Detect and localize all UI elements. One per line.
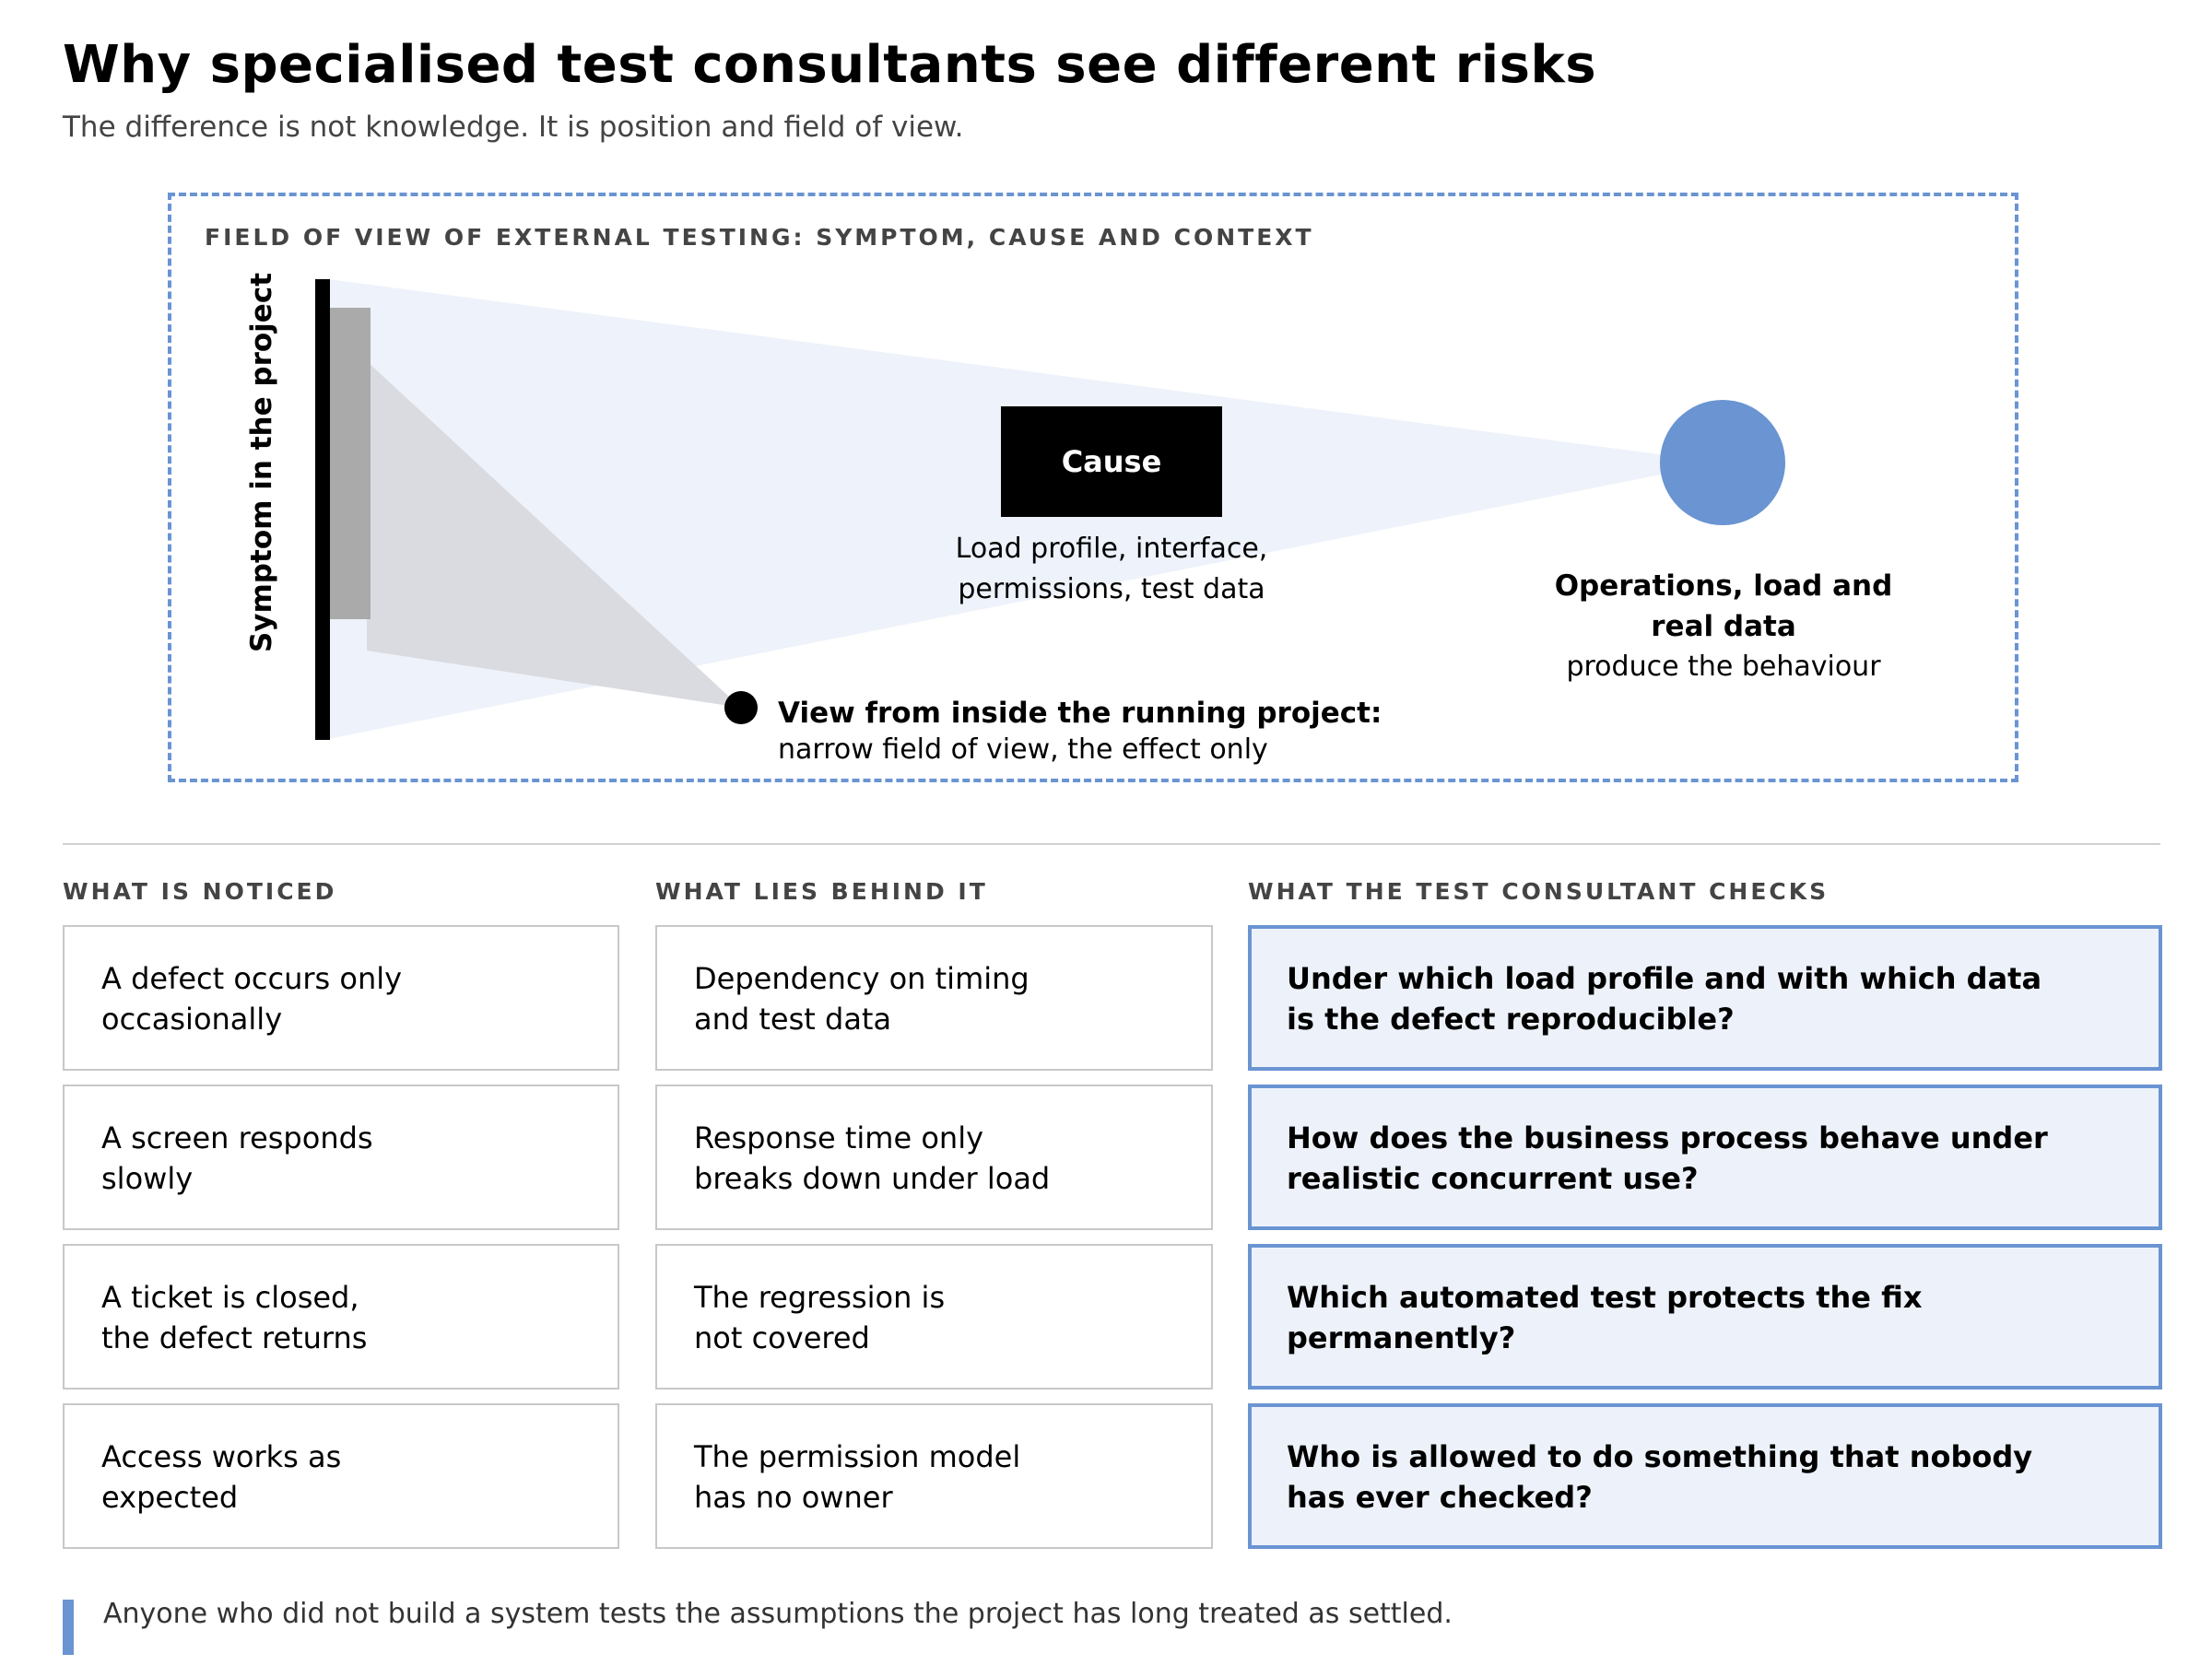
card-line: permanently? [1287,1320,1516,1355]
figure-label: FIELD OF VIEW OF EXTERNAL TESTING: SYMPT… [205,224,1314,251]
inner-symptom-panel [330,308,371,619]
card-line: Access works as [101,1439,342,1474]
card-line: is the defect reproducible? [1287,1002,1735,1037]
cause-box: Cause [1001,406,1222,517]
card-line: expected [101,1480,239,1515]
card-line: and test data [694,1002,892,1037]
footer-note: Anyone who did not build a system tests … [103,1598,1453,1630]
card-line: the defect returns [101,1320,368,1355]
behind-card: Dependency on timing and test data [655,925,1213,1071]
card-line: breaks down under load [694,1161,1051,1196]
narrow-view-cone [367,361,741,708]
card-line: Which automated test protects the fix [1287,1280,1923,1315]
symptom-label-text: Symptom in the project [245,272,278,653]
behind-card: Response time only breaks down under loa… [655,1085,1213,1230]
cause-description-line: permissions, test data [958,573,1265,605]
noticed-card: A screen responds slowly [63,1085,619,1230]
operations-title: Operations, load and real data [1521,566,1926,647]
noticed-card: A defect occurs only occasionally [63,925,619,1071]
section-divider [63,843,2160,845]
card-line: realistic concurrent use? [1287,1161,1699,1196]
card-line: A defect occurs only [101,961,403,996]
card-line: Dependency on timing [694,961,1030,996]
operations-node [1660,400,1785,525]
note-accent-bar [63,1600,74,1655]
card-line: The permission model [694,1439,1021,1474]
cause-description-line: Load profile, interface, [955,533,1268,565]
column-heading-checks: WHAT THE TEST CONSULTANT CHECKS [1248,878,1830,905]
card-line: has no owner [694,1480,893,1515]
page-subtitle: The difference is not knowledge. It is p… [63,111,964,144]
operations-description: produce the behaviour [1566,651,1881,683]
inside-view-title: View from inside the running project: [778,697,1382,730]
observer-dot [724,691,758,724]
operations-title-line: real data [1651,610,1796,643]
noticed-card: A ticket is closed, the defect returns [63,1244,619,1390]
card-line: A ticket is closed, [101,1280,359,1315]
page-title: Why specialised test consultants see dif… [63,35,1597,95]
card-line: A screen responds [101,1120,373,1155]
card-line: Under which load profile and with which … [1287,961,2042,996]
check-card: Who is allowed to do something that nobo… [1248,1403,2162,1549]
card-line: slowly [101,1161,194,1196]
check-card: Which automated test protects the fix pe… [1248,1244,2162,1390]
card-line: The regression is [694,1280,946,1315]
inside-view-description: narrow field of view, the effect only [778,733,1268,766]
behind-card: The regression is not covered [655,1244,1213,1390]
check-card: Under which load profile and with which … [1248,925,2162,1071]
column-heading-behind: WHAT LIES BEHIND IT [655,878,988,905]
check-card: How does the business process behave und… [1248,1085,2162,1230]
card-line: Who is allowed to do something that nobo… [1287,1439,2033,1474]
field-of-view-figure [168,193,2018,782]
behind-card: The permission model has no owner [655,1403,1213,1549]
card-line: has ever checked? [1287,1480,1593,1515]
column-heading-noticed: WHAT IS NOTICED [63,878,337,905]
symptom-bar [315,279,330,740]
card-line: not covered [694,1320,870,1355]
card-line: How does the business process behave und… [1287,1120,2048,1155]
card-line: occasionally [101,1002,283,1037]
cause-description: Load profile, interface, permissions, te… [922,529,1301,610]
card-line: Response time only [694,1120,984,1155]
operations-title-line: Operations, load and [1554,569,1893,603]
noticed-card: Access works as expected [63,1403,619,1549]
